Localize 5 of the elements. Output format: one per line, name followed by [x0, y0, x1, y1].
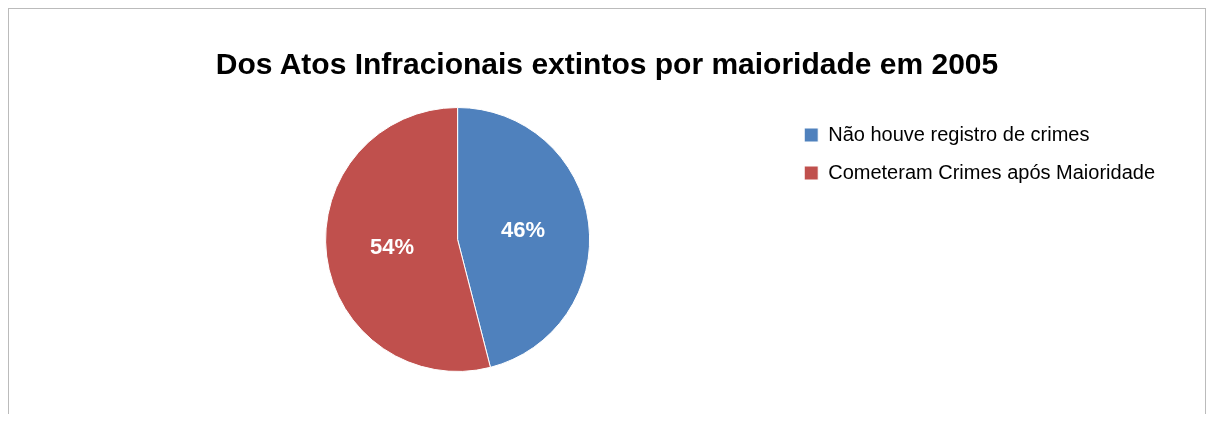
legend-label: Não houve registro de crimes	[828, 122, 1090, 145]
data-label: 46%	[501, 217, 546, 243]
chart-title: Dos Atos Infracionais extintos por maioridade em 2005	[214, 46, 1000, 82]
legend-label: Cometeram Crimes após Maioridade	[828, 160, 1156, 183]
data-label: 54%	[370, 233, 415, 259]
